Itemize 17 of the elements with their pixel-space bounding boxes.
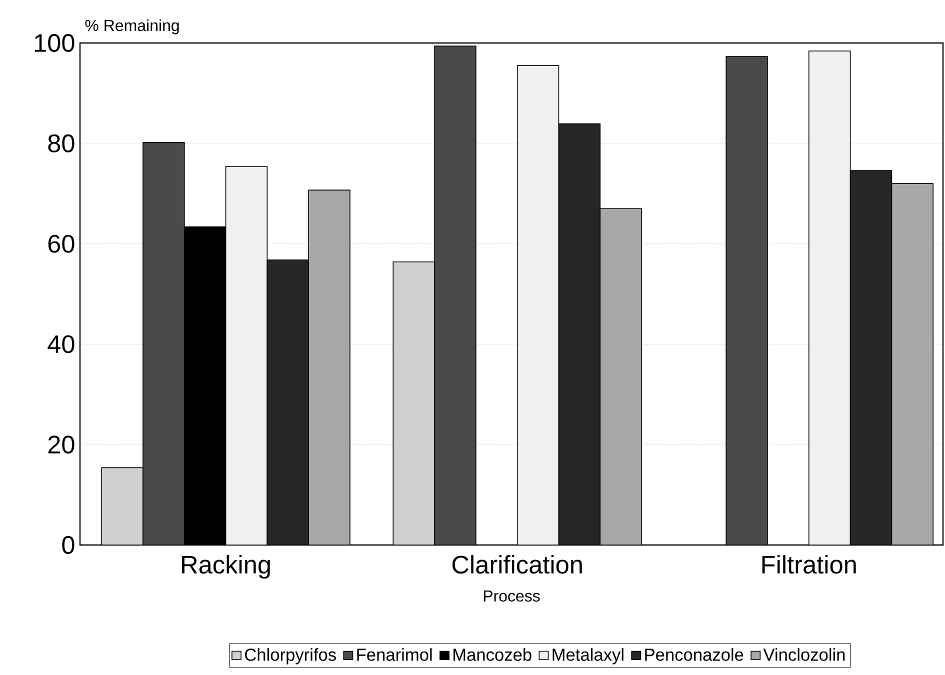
x-tick-label: Filtration — [762, 555, 856, 574]
legend-label: Chlorpyrifos — [244, 648, 336, 664]
y-tick-label: 20 — [48, 436, 74, 454]
legend-label: Penconazole — [645, 648, 744, 661]
y-tick-label: 60 — [48, 234, 74, 253]
legend-label: Fenarimol — [357, 648, 432, 661]
y-tick-label: 100 — [34, 34, 74, 52]
y-axis-title: % Remaining — [85, 19, 179, 34]
legend-label: Vinclozolin — [763, 648, 845, 661]
y-tick-label: 0 — [62, 536, 74, 554]
x-tick-label: Racking — [182, 555, 270, 579]
y-tick-label: 40 — [48, 335, 74, 354]
x-axis-title: Process — [484, 590, 540, 602]
legend-label: Mancozeb — [454, 648, 532, 661]
y-tick-label: 80 — [48, 134, 74, 152]
x-tick-label: Clarification — [452, 555, 582, 574]
legend-label: Metalaxyl — [552, 648, 624, 664]
